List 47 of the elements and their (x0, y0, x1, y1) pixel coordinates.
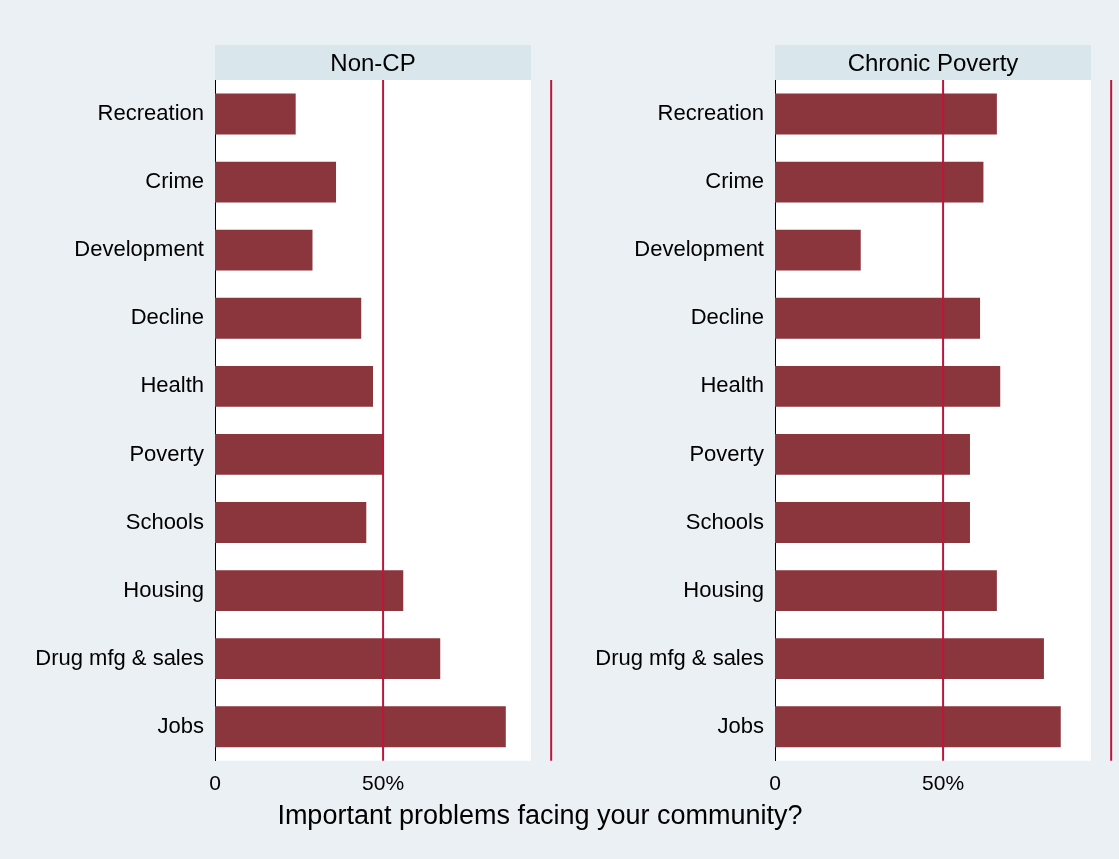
y-tick-label: Crime (705, 168, 764, 194)
y-tick-label: Decline (690, 304, 764, 330)
x-tick-label: 0 (209, 771, 221, 795)
bar (775, 161, 984, 203)
chart-title: Chronic Poverty (775, 45, 1091, 80)
y-tick-label: Development (634, 236, 764, 262)
chart-title: Non-CP (215, 45, 531, 80)
y-tick-label: Housing (683, 576, 764, 602)
y-tick-label: Schools (125, 508, 204, 534)
y-tick-label: Poverty (689, 440, 764, 466)
x-tick-label: 50% (362, 771, 405, 795)
bar (775, 229, 861, 271)
x-axis-title: Important problems facing your community? (276, 800, 804, 831)
bar (215, 434, 384, 475)
y-tick-label: Drug mfg & sales (35, 644, 204, 670)
bar (215, 297, 362, 339)
bar (215, 229, 313, 271)
y-tick-label: Recreation (657, 100, 764, 126)
bar (215, 365, 373, 407)
bar (775, 638, 1044, 680)
bar (775, 365, 1001, 407)
bar (215, 93, 296, 135)
y-tick-label: Health (140, 372, 204, 398)
bar (775, 93, 997, 135)
x-tick-label: 0 (769, 771, 781, 795)
bar (775, 570, 997, 612)
bar (215, 570, 404, 612)
y-tick-label: Development (74, 236, 204, 262)
bar (215, 638, 441, 680)
bar (215, 706, 506, 748)
bar (215, 161, 337, 203)
y-tick-label: Drug mfg & sales (595, 644, 764, 670)
y-tick-label: Schools (685, 508, 764, 534)
y-tick-label: Housing (123, 576, 204, 602)
y-tick-label: Health (700, 372, 764, 398)
x-tick-label: 50% (922, 771, 965, 795)
bar (775, 502, 970, 543)
y-tick-label: Poverty (129, 440, 204, 466)
y-tick-label: Crime (145, 168, 204, 194)
bar (215, 502, 367, 543)
bar (775, 297, 981, 339)
y-tick-label: Recreation (97, 100, 204, 126)
y-tick-label: Jobs (717, 712, 764, 738)
bar (775, 706, 1061, 748)
y-tick-label: Decline (130, 304, 204, 330)
bar (775, 434, 970, 475)
y-tick-label: Jobs (157, 712, 204, 738)
